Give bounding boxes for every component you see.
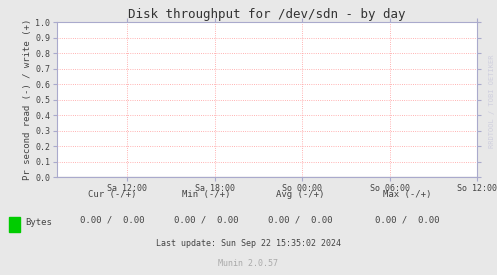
Text: Avg (-/+): Avg (-/+) — [276, 190, 325, 199]
Text: Max (-/+): Max (-/+) — [383, 190, 432, 199]
Text: 0.00 /  0.00: 0.00 / 0.00 — [174, 216, 239, 225]
Text: Last update: Sun Sep 22 15:35:02 2024: Last update: Sun Sep 22 15:35:02 2024 — [156, 239, 341, 248]
Text: Min (-/+): Min (-/+) — [182, 190, 231, 199]
Text: 0.00 /  0.00: 0.00 / 0.00 — [268, 216, 333, 225]
Text: Bytes: Bytes — [25, 218, 52, 227]
Text: Munin 2.0.57: Munin 2.0.57 — [219, 259, 278, 268]
Text: RRDTOOL / TOBI OETIKER: RRDTOOL / TOBI OETIKER — [489, 55, 495, 148]
Title: Disk throughput for /dev/sdn - by day: Disk throughput for /dev/sdn - by day — [128, 8, 406, 21]
Text: 0.00 /  0.00: 0.00 / 0.00 — [375, 216, 440, 225]
Text: Cur (-/+): Cur (-/+) — [87, 190, 136, 199]
Text: 0.00 /  0.00: 0.00 / 0.00 — [80, 216, 144, 225]
Y-axis label: Pr second read (-) / write (+): Pr second read (-) / write (+) — [23, 19, 32, 180]
